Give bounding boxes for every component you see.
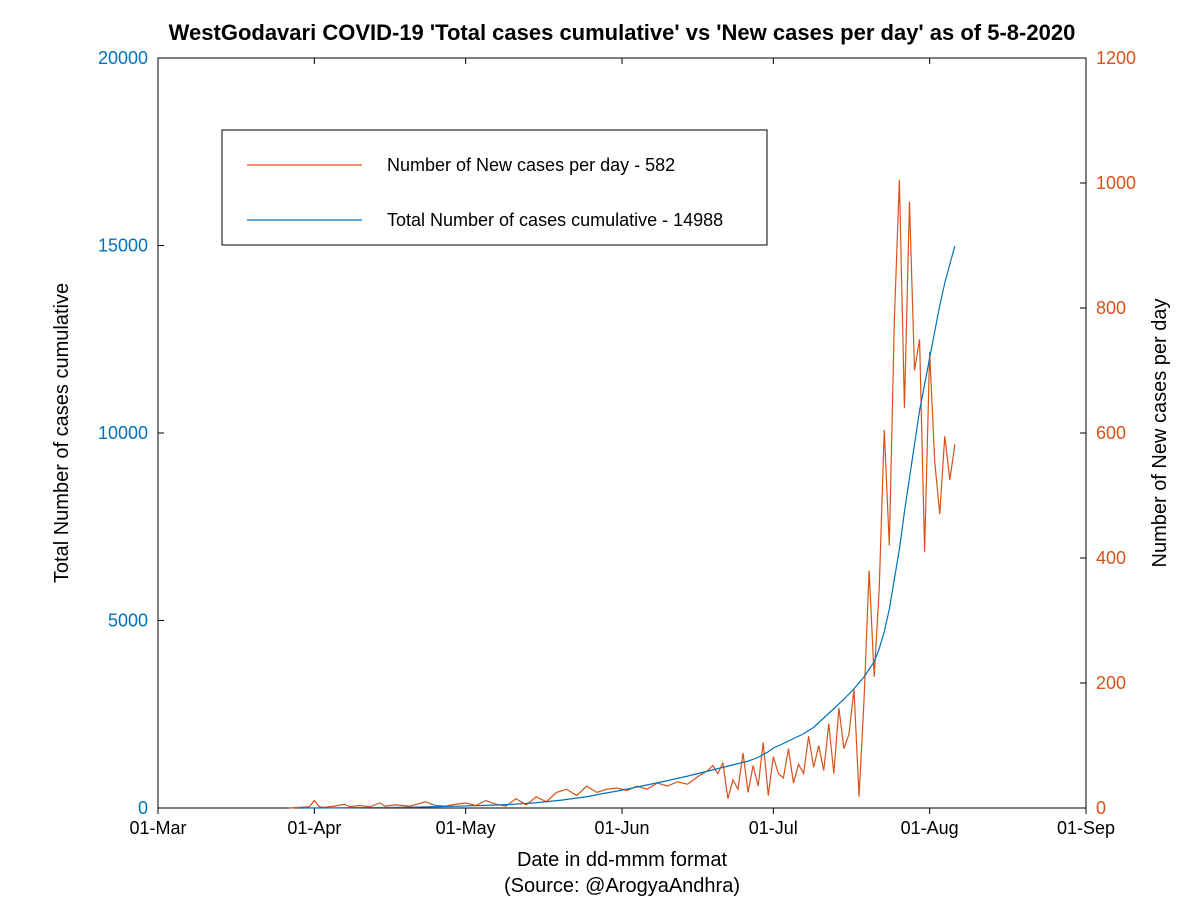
series-new-cases — [289, 180, 955, 808]
x-tick-label: 01-Jun — [594, 818, 649, 838]
x-tick-label: 01-Apr — [287, 818, 341, 838]
yl-tick-label: 15000 — [98, 236, 148, 256]
chart-container: WestGodavari COVID-19 'Total cases cumul… — [0, 0, 1200, 900]
yl-tick-label: 10000 — [98, 423, 148, 443]
chart-title: WestGodavari COVID-19 'Total cases cumul… — [169, 20, 1076, 45]
yr-tick-label: 0 — [1096, 798, 1106, 818]
x-tick-label: 01-Aug — [901, 818, 959, 838]
x-tick-label: 01-Jul — [749, 818, 798, 838]
yr-tick-label: 200 — [1096, 673, 1126, 693]
yr-tick-label: 1200 — [1096, 48, 1136, 68]
yr-tick-label: 600 — [1096, 423, 1126, 443]
yl-tick-label: 20000 — [98, 48, 148, 68]
x-axis-label-2: (Source: @ArogyaAndhra) — [504, 875, 740, 897]
yl-tick-label: 5000 — [108, 611, 148, 631]
x-axis-label-1: Date in dd-mmm format — [517, 849, 727, 871]
y-right-axis-label: Number of New cases per day — [1149, 298, 1171, 567]
legend-label: Total Number of cases cumulative - 14988 — [387, 210, 723, 230]
x-tick-label: 01-May — [436, 818, 496, 838]
legend-label: Number of New cases per day - 582 — [387, 155, 675, 175]
x-tick-label: 01-Mar — [129, 818, 186, 838]
x-tick-label: 01-Sep — [1057, 818, 1115, 838]
covid-chart: WestGodavari COVID-19 'Total cases cumul… — [0, 0, 1200, 900]
yr-tick-label: 400 — [1096, 548, 1126, 568]
yr-tick-label: 1000 — [1096, 173, 1136, 193]
y-left-axis-label: Total Number of cases cumulative — [51, 283, 73, 583]
yl-tick-label: 0 — [138, 798, 148, 818]
series-cumulative — [299, 246, 955, 808]
yr-tick-label: 800 — [1096, 298, 1126, 318]
